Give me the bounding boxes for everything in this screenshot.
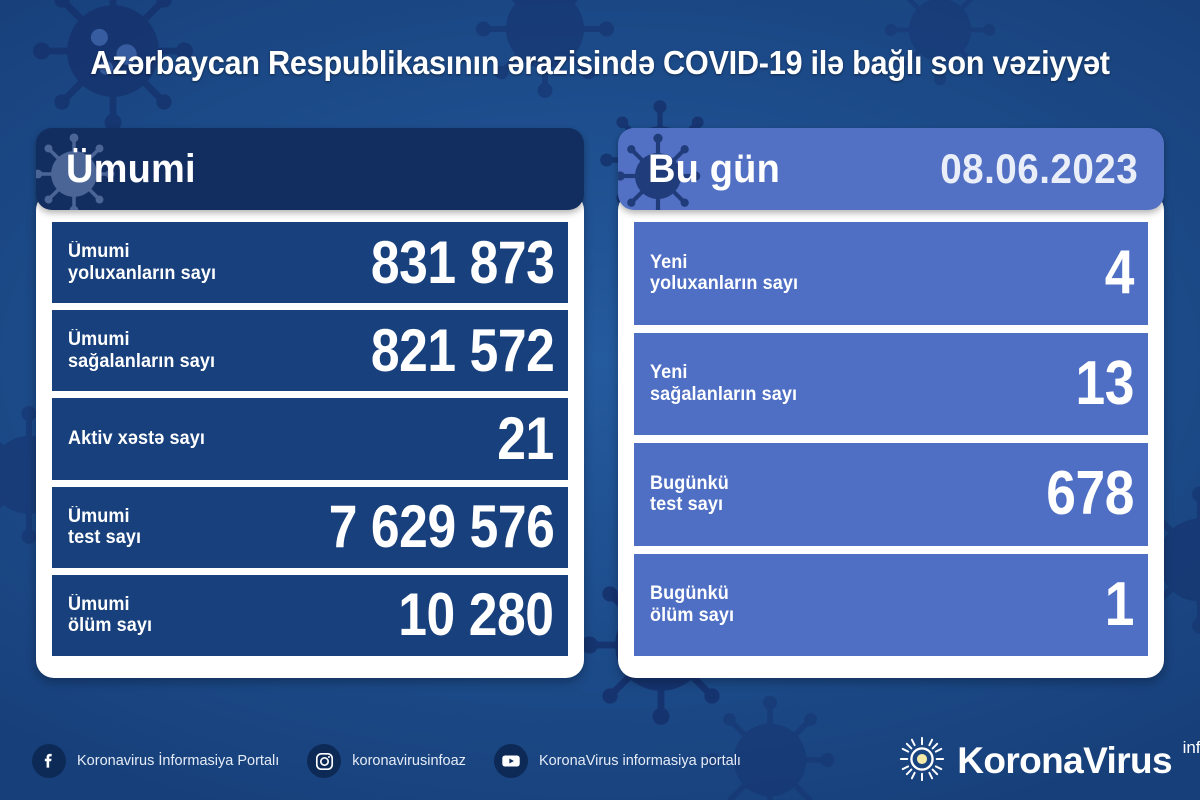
social-label: Koronavirus İnformasiya Portalı <box>77 753 280 769</box>
total-panel-card: Ümumi yoluxanların sayı 831 873 Ümumi sa… <box>36 192 584 678</box>
stat-value: 4 <box>1104 238 1135 308</box>
table-row: Bugünkü test sayı 678 <box>634 443 1148 546</box>
social-label: koronavirusinfoaz <box>352 753 466 769</box>
table-row: Ümumi ölüm sayı 10 280 <box>52 574 568 657</box>
facebook-icon <box>32 744 66 778</box>
table-row: Ümumi yoluxanların sayı 831 873 <box>52 222 568 304</box>
stat-label: Ümumi yoluxanların sayı <box>68 240 217 284</box>
social-link-youtube[interactable]: KoronaVirus informasiya portalı <box>493 744 741 778</box>
social-link-facebook[interactable]: Koronavirus İnformasiya Portalı <box>32 744 279 778</box>
stat-label: Yeni sağalanların sayı <box>650 362 798 405</box>
today-panel-card: Yeni yoluxanların sayı 4 Yeni sağalanlar… <box>618 192 1164 678</box>
stat-value: 21 <box>497 405 554 472</box>
table-row: Aktiv xəstə sayı 21 <box>52 398 568 480</box>
table-row: Ümumi sağalanların sayı 821 572 <box>52 310 568 392</box>
stat-value: 831 873 <box>370 228 554 296</box>
today-panel-header: Bu gün 08.06.2023 <box>618 128 1164 210</box>
today-panel-title: Bu gün <box>648 146 780 191</box>
brand-suffix: info <box>1182 738 1200 757</box>
total-panel-header: Ümumi <box>36 128 584 210</box>
stat-value: 13 <box>1075 348 1135 418</box>
table-row: Yeni sağalanların sayı 13 <box>634 332 1148 435</box>
social-label: KoronaVirus informasiya portalı <box>538 753 741 769</box>
table-row: Ümumi test sayı 7 629 576 <box>52 486 568 568</box>
today-stats-panel: Bu gün 08.06.2023 Yeni yoluxanların sayı… <box>618 128 1164 678</box>
footer-bar: Koronavirus İnformasiya Portalı koronavi… <box>0 722 1200 800</box>
instagram-icon <box>307 744 342 778</box>
stat-value: 678 <box>1046 459 1134 529</box>
total-panel-title: Ümumi <box>66 146 196 191</box>
virus-sun-icon <box>899 736 945 787</box>
stat-label: Bugünkü test sayı <box>650 472 729 516</box>
stat-value: 10 280 <box>398 581 555 649</box>
stat-label: Ümumi test sayı <box>68 505 142 549</box>
stat-value: 1 <box>1104 569 1135 639</box>
stat-label: Ümumi ölüm sayı <box>68 593 153 637</box>
today-panel-date: 08.06.2023 <box>939 145 1138 192</box>
stat-label: Bugünkü ölüm sayı <box>650 583 735 626</box>
stat-value: 821 572 <box>370 316 554 384</box>
stat-value: 7 629 576 <box>328 493 554 561</box>
youtube-icon <box>493 744 528 778</box>
social-link-instagram[interactable]: koronavirusinfoaz <box>307 744 466 778</box>
stat-label: Yeni yoluxanların sayı <box>650 251 799 295</box>
stat-label: Aktiv xəstə sayı <box>68 428 205 450</box>
total-stats-panel: Ümumi Ümumi yoluxanların sayı 831 873 Üm… <box>36 128 584 678</box>
table-row: Bugünkü ölüm sayı 1 <box>634 553 1148 656</box>
page-title: Azərbaycan Respublikasının ərazisində CO… <box>90 44 1110 81</box>
stat-label: Ümumi sağalanların sayı <box>68 329 216 372</box>
table-row: Yeni yoluxanların sayı 4 <box>634 222 1148 325</box>
